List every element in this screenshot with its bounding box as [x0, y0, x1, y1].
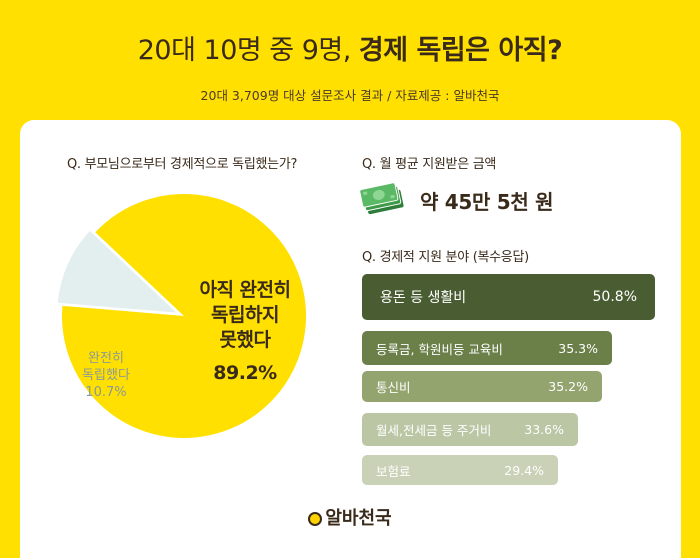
bar-label: 등록금, 학원비등 교육비	[376, 341, 503, 357]
pie-slice-not-independent	[62, 194, 306, 438]
title-light: 20대 10명 중 9명,	[137, 35, 352, 66]
bar-insurance: 보험료 29.4%	[362, 455, 558, 485]
pie-label-yes-line2: 독립했다	[82, 368, 130, 383]
pie-label-not-line3: 못했다	[219, 329, 271, 351]
bar-value: 33.6%	[524, 422, 564, 437]
monthly-support-amount: 약 45만 5천 원	[420, 189, 554, 214]
pie-label-yes-line1: 완전히	[88, 351, 124, 366]
pie-label-not-line1: 아직 완전히	[199, 279, 291, 301]
money-bills-icon	[360, 182, 404, 215]
bar-value: 50.8%	[592, 289, 637, 305]
pie-label-independent: 완전히 독립했다 10.7%	[66, 350, 146, 401]
bar-label: 보험료	[376, 463, 411, 479]
bar-telecom: 통신비 35.2%	[362, 371, 602, 402]
bar-label: 통신비	[376, 380, 411, 395]
bar-value: 35.3%	[558, 340, 598, 356]
bar-label: 용돈 등 생활비	[380, 290, 467, 306]
title-bold: 경제 독립은 아직?	[358, 35, 563, 66]
pie-value-independent: 10.7%	[85, 385, 127, 400]
pie-label-not-line2: 독립하지	[211, 304, 279, 326]
question-support-areas: Q. 경제적 지원 분야 (복수응답)	[362, 250, 529, 265]
question-independence: Q. 부모님으로부터 경제적으로 독립했는가?	[67, 157, 298, 172]
bee-icon	[308, 512, 323, 526]
independence-pie-chart	[56, 194, 306, 438]
monthly-support-row: 약 45만 5천 원	[360, 181, 554, 219]
page-title: 20대 10명 중 9명, 경제 독립은 아직?	[0, 28, 700, 67]
bar-label: 월세,전세금 등 주거비	[376, 423, 492, 438]
pie-value-not-independent: 89.2%	[213, 362, 277, 384]
brand-logo-text: 알바천국	[325, 508, 392, 529]
pie-label-not-independent: 아직 완전히 독립하지 못했다 89.2%	[180, 278, 310, 386]
bar-education: 등록금, 학원비등 교육비 35.3%	[362, 331, 612, 365]
bar-living-expenses: 용돈 등 생활비 50.8%	[362, 274, 655, 320]
brand-logo: 알바천국	[0, 504, 700, 530]
bar-value: 29.4%	[504, 462, 544, 478]
page-subtitle: 20대 3,709명 대상 설문조사 결과 / 자료제공 : 알바천국	[200, 88, 500, 103]
bar-value: 35.2%	[548, 379, 588, 394]
pie-slice-independent	[56, 228, 181, 315]
bar-housing: 월세,전세금 등 주거비 33.6%	[362, 413, 578, 446]
question-monthly-support: Q. 월 평균 지원받은 금액	[362, 157, 497, 172]
